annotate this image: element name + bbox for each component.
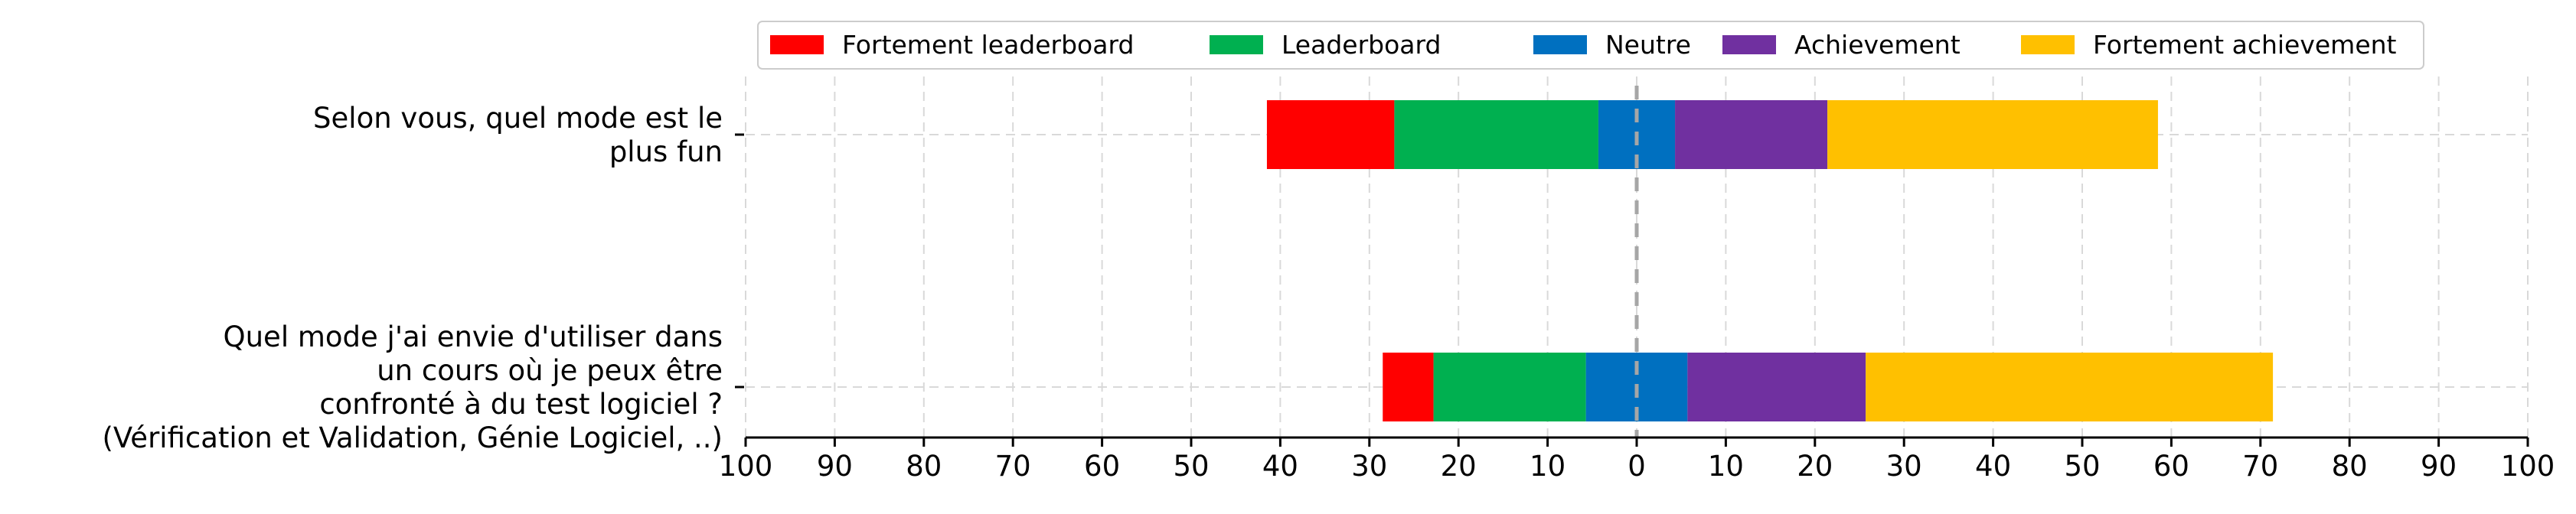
legend-label: Fortement leaderboard: [842, 30, 1134, 60]
x-tick-label: 90: [2421, 450, 2457, 483]
legend-label: Fortement achievement: [2093, 30, 2397, 60]
legend-swatch: [770, 35, 824, 54]
legend-swatch: [1210, 35, 1263, 54]
bar-leaderboard-2: [1433, 353, 1586, 421]
x-tick-label: 60: [2153, 450, 2189, 483]
x-tick-label: 10: [1708, 450, 1744, 483]
bar-fortement-leaderboard-2: [1383, 353, 1434, 421]
legend-box: [757, 21, 2424, 70]
x-tick-label: 10: [1530, 450, 1566, 483]
x-tick-label: 100: [2501, 450, 2555, 483]
x-tick-label: 70: [2242, 450, 2278, 483]
x-tick-label: 40: [1262, 450, 1298, 483]
legend-label: Leaderboard: [1281, 30, 1441, 60]
x-tick-label: 70: [995, 450, 1031, 483]
x-tick-label: 50: [1173, 450, 1209, 483]
x-tick-label: 80: [906, 450, 942, 483]
x-tick-label: 40: [1975, 450, 2011, 483]
x-tick-label: 20: [1797, 450, 1833, 483]
category-label-line: plus fun: [609, 135, 723, 168]
x-axis: 100 90 80 70 60 50 40 30 20 10 0 10 20 30 40 50 60 70 80 90…: [719, 133, 2555, 483]
bar-fortement-achievement-2: [1866, 353, 2274, 421]
bar-fortement-achievement-1: [1827, 100, 2158, 169]
x-tick-label: 30: [1886, 450, 1922, 483]
x-tick-label: 90: [817, 450, 853, 483]
x-tick-label: 60: [1084, 450, 1120, 483]
bars: [1266, 86, 2274, 438]
legend-swatch: [1533, 35, 1587, 54]
bar-leaderboard-1: [1394, 100, 1598, 169]
category-label-line: Selon vous, quel mode est le: [313, 102, 723, 135]
category-label-line: Quel mode j'ai envie d'utiliser dans: [223, 320, 723, 353]
legend-swatch: [1722, 35, 1776, 54]
bar-achievement-1: [1675, 100, 1828, 169]
bar-fortement-leaderboard-1: [1266, 100, 1395, 169]
bar-achievement-2: [1687, 353, 1866, 421]
x-tick-label: 80: [2332, 450, 2368, 483]
category-labels: Selon vous, quel mode est le plus fun Quel…: [102, 102, 723, 454]
category-label-1: Selon vous, quel mode est le plus fun: [313, 102, 723, 168]
x-tick-label: 0: [1628, 450, 1646, 483]
legend-swatch: [2021, 35, 2075, 54]
x-tick-label: 30: [1351, 450, 1387, 483]
category-label-line: confronté à du test logiciel ?: [319, 388, 723, 421]
legend-label: Neutre: [1605, 30, 1691, 60]
category-label-2: Quel mode j'ai envie d'utiliser dans un c…: [102, 320, 723, 454]
x-tick-label: 100: [719, 450, 773, 483]
x-tick-label: 50: [2064, 450, 2100, 483]
legend: Fortement leaderboard Leaderboard Neutre Ac…: [757, 21, 2424, 70]
x-tick-label: 20: [1441, 450, 1477, 483]
category-label-line: (Vérification et Validation, Génie Logic…: [102, 421, 723, 454]
legend-label: Achievement: [1794, 30, 1961, 60]
category-label-line: un cours où je peux être: [377, 354, 723, 387]
